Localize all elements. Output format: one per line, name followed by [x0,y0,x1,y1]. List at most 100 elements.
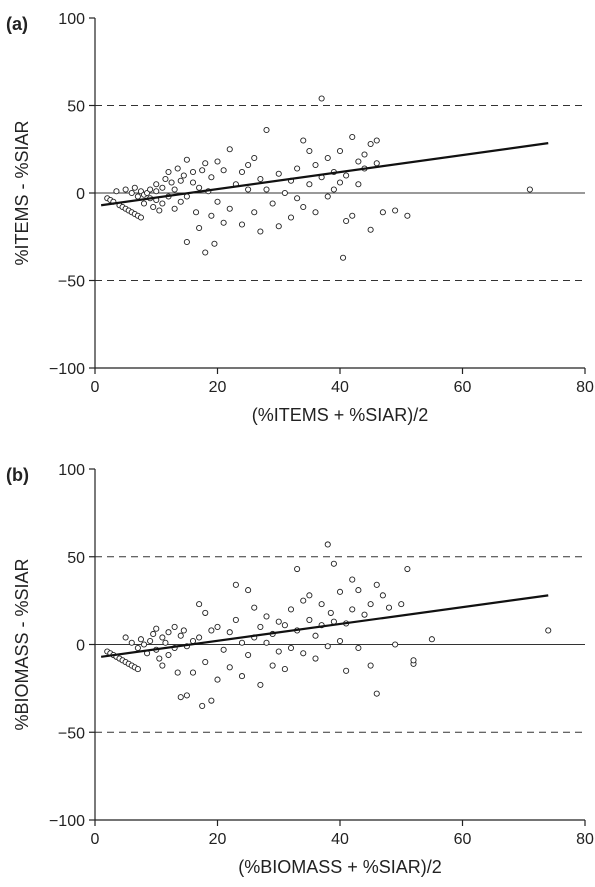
data-point [159,634,166,641]
data-point [373,690,380,697]
data-point [367,601,374,608]
data-point [171,186,178,193]
panel-label: (b) [6,465,29,485]
y-tick-label: 100 [58,462,85,479]
data-point [128,639,135,646]
data-point [385,604,393,611]
data-point [137,636,144,643]
x-axis-label: (%BIOMASS + %SIAR)/2 [238,857,442,877]
x-tick-label: 0 [91,831,100,848]
data-point [324,154,331,162]
data-point [220,646,227,653]
y-tick-label: 50 [67,550,85,567]
data-point [245,651,252,659]
data-point [214,158,221,165]
data-point [312,632,319,639]
x-axis-label: (%ITEMS + %SIAR)/2 [252,405,429,425]
data-point [196,634,203,641]
x-tick-label: 80 [576,831,594,848]
panel-label: (a) [6,14,28,34]
data-point [281,622,288,629]
data-point [131,184,138,191]
data-point [128,189,135,197]
y-tick-label: 100 [58,11,85,28]
data-point [226,146,233,153]
data-point [171,623,178,631]
data-point [183,238,190,246]
data-point [214,676,221,683]
data-point [183,692,190,699]
data-point [238,221,246,228]
data-point [330,186,337,193]
data-point [162,175,169,183]
data-point [156,655,163,662]
x-tick-label: 40 [331,379,349,396]
data-point [177,694,184,701]
data-point [349,133,356,141]
data-point [275,648,282,655]
data-point [287,214,295,221]
x-tick-label: 20 [209,831,227,848]
data-point [180,627,187,634]
data-point [177,198,184,205]
data-point [349,212,356,219]
data-point [367,226,374,233]
data-point [327,609,334,616]
data-point [156,207,163,214]
data-point [361,151,368,158]
data-point [208,174,215,181]
data-point [251,604,258,611]
data-point [306,181,313,188]
x-tick-label: 0 [91,379,100,396]
x-tick-label: 40 [331,831,349,848]
data-point [373,160,380,167]
data-point [324,541,331,548]
data-point [226,629,233,636]
data-point [275,618,282,625]
data-point [526,186,533,193]
data-point [312,161,319,169]
data-point [263,126,270,134]
data-point [398,601,405,608]
data-point [257,681,264,688]
data-point [189,669,197,676]
data-point [404,212,411,219]
data-point [180,172,187,179]
data-point [428,636,435,643]
data-point [137,214,144,221]
data-point [343,172,350,179]
x-tick-label: 60 [454,379,472,396]
data-point [367,140,374,148]
data-point [153,188,160,195]
data-point [379,209,386,216]
data-point [355,587,362,594]
data-point [214,623,221,631]
data-point [140,200,148,207]
data-point [196,184,203,191]
data-point [281,189,288,197]
data-point [318,95,325,102]
data-point [300,203,307,211]
data-point [193,209,200,216]
data-point [349,576,356,583]
data-point [318,601,325,608]
data-point [122,634,129,641]
data-point [238,673,246,680]
data-point [336,588,344,595]
data-point [392,641,399,648]
data-point [211,240,218,247]
data-point [294,195,301,202]
data-point [355,644,362,652]
data-point [251,209,258,216]
data-point [134,666,141,673]
data-point [545,627,552,634]
data-point [208,627,215,634]
data-point [226,205,233,212]
data-point [208,697,215,704]
data-point [220,167,227,174]
data-point [147,637,154,645]
regression-line [100,142,549,207]
y-tick-label: −100 [49,813,85,830]
